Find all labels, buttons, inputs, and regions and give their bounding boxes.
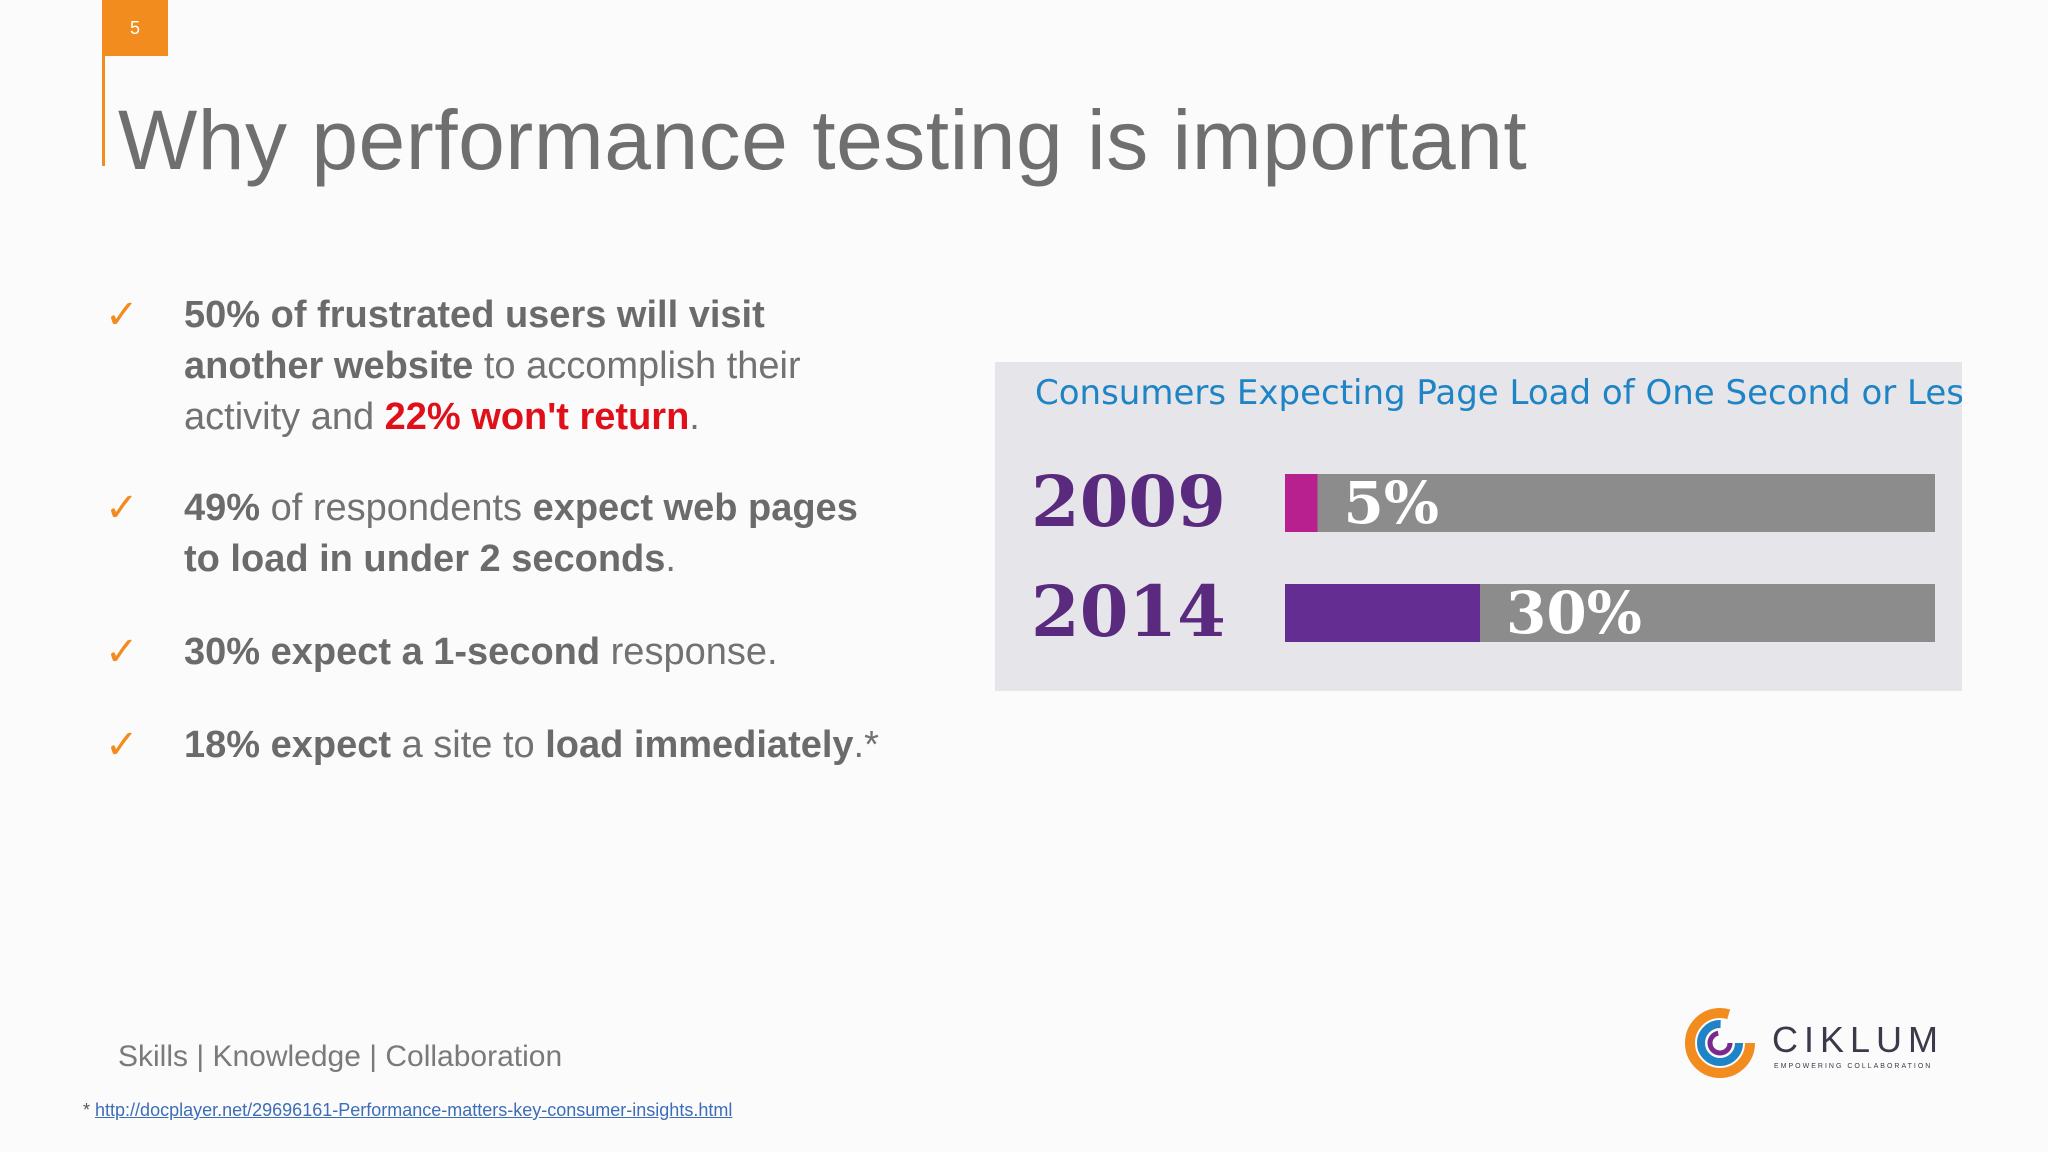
bar-track-2009 [1285, 474, 1935, 532]
bullet-text: response. [600, 631, 778, 673]
bullet-text: a site to [391, 724, 546, 766]
checkmark-icon: ✓ [105, 486, 139, 530]
bar-2014 [1285, 584, 1480, 642]
bullet-bold-text: 50% of frustrated users will visit anoth… [184, 294, 765, 387]
value-label-2009: 5% [1344, 469, 1439, 537]
bullet-bold-text: expect web pages to load in under 2 seco… [184, 487, 858, 580]
company-logo: CIKLUM EMPOWERING COLLABORATION [1680, 1005, 1940, 1085]
footer-tagline: Skills | Knowledge | Collaboration [118, 1040, 563, 1073]
page-load-chart: Consumers Expecting Page Load of One Sec… [995, 362, 1962, 691]
category-label-2014: 2014 [1031, 570, 1226, 653]
footnote: * http://docplayer.net/29696161-Performa… [83, 1100, 732, 1121]
bullet-text: . [665, 538, 676, 580]
bullet-bold-text: load immediately [545, 724, 854, 766]
bullet-bold-text: 18% expect [184, 724, 392, 766]
bar-2009 [1285, 474, 1318, 532]
bullet-item-frustrated-users: ✓ 50% of frustrated users will visit ano… [105, 290, 895, 443]
chart-canvas: Consumers Expecting Page Load of One Sec… [1031, 373, 1962, 653]
source-link[interactable]: http://docplayer.net/29696161-Performanc… [95, 1100, 733, 1120]
bullet-bold-text: 49% [184, 487, 261, 529]
bullet-bold-text: 30% expect a 1-second [184, 631, 601, 673]
bullet-list: ✓ 50% of frustrated users will visit ano… [105, 290, 895, 771]
category-label-2009: 2009 [1031, 460, 1226, 543]
chart-title: Consumers Expecting Page Load of One Sec… [1035, 373, 1962, 413]
logo-wordmark: CIKLUM [1772, 1019, 1945, 1060]
bullet-text: of respondents [260, 487, 533, 529]
slide-title: Why performance testing is important [118, 93, 1528, 187]
bullet-text: . [689, 396, 700, 438]
slide-number: 5 [102, 0, 168, 56]
logo-tagline: EMPOWERING COLLABORATION [1774, 1063, 1933, 1070]
footnote-marker: * [83, 1100, 91, 1120]
ciklum-logo-icon [1685, 1008, 1755, 1078]
bullet-text: .* [853, 724, 879, 766]
bullet-item-two-seconds: ✓ 49% of respondents expect web pages to… [105, 483, 895, 585]
bullet-highlight-text: 22% won't return [384, 396, 690, 438]
checkmark-icon: ✓ [105, 630, 139, 674]
bullet-item-immediately: ✓ 18% expect a site to load immediately.… [105, 720, 895, 771]
value-label-2014: 30% [1506, 579, 1642, 647]
checkmark-icon: ✓ [105, 723, 139, 767]
title-accent-rule [102, 56, 105, 166]
bullet-text: to accomplish their activity and [184, 345, 801, 438]
bullet-item-one-second: ✓ 30% expect a 1-second response. [105, 627, 895, 678]
checkmark-icon: ✓ [105, 293, 139, 337]
